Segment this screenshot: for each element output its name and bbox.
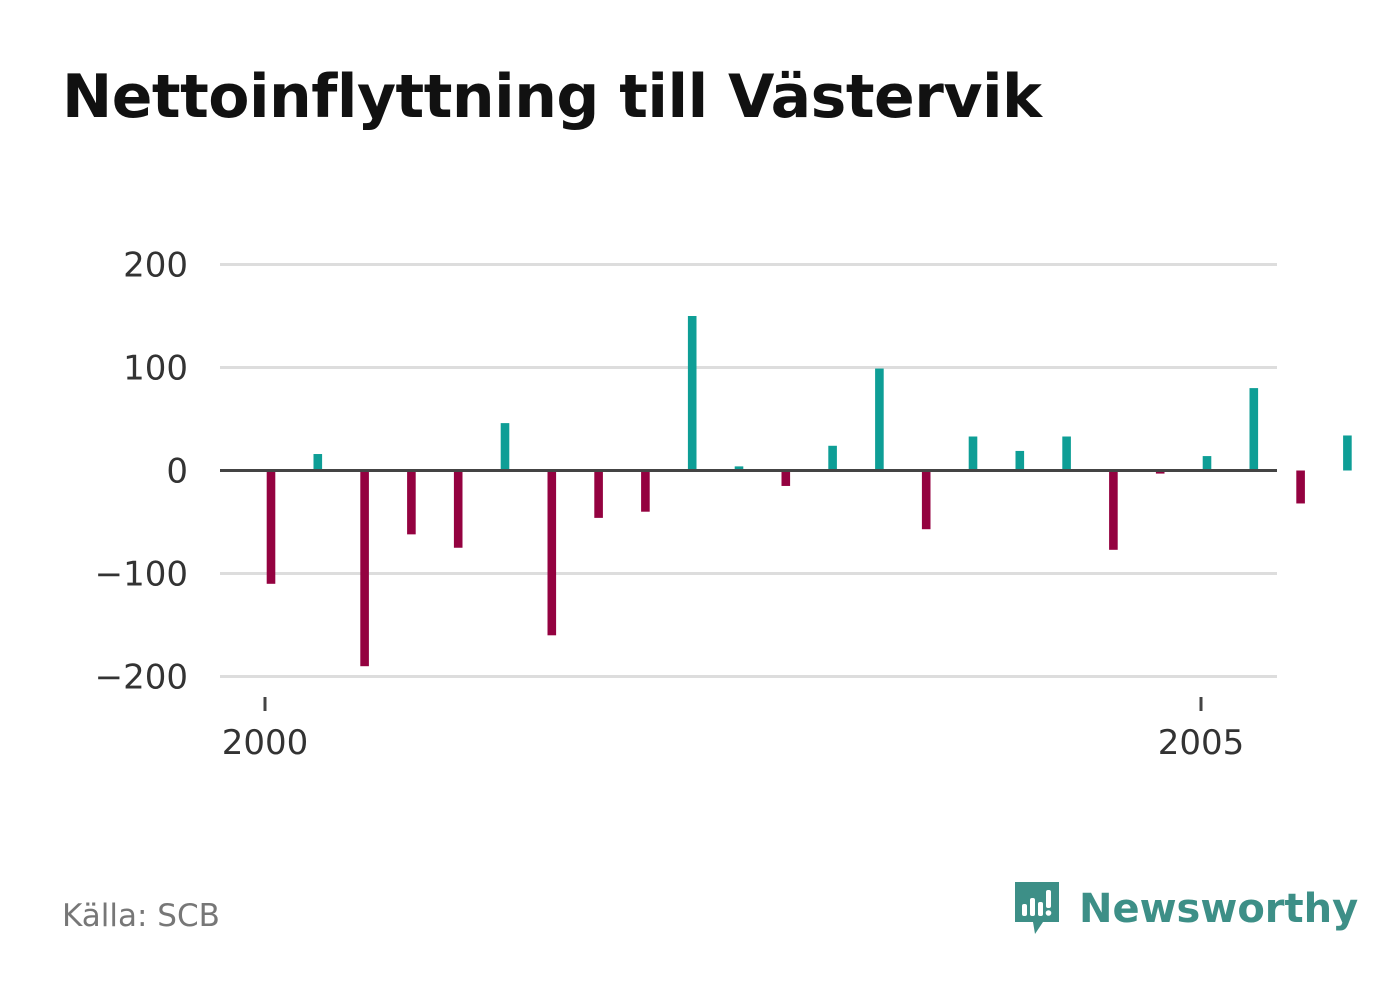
x-axis: 200020052010201520202025 (222, 697, 1245, 763)
bar (500, 423, 510, 471)
y-tick-label: 200 (123, 246, 188, 286)
bar (641, 470, 650, 512)
bar (1062, 436, 1071, 471)
bar (594, 470, 603, 518)
grid-lines (220, 263, 1277, 678)
y-axis: 200 100 0 −100 −200 (95, 246, 188, 698)
source-note: Källa: SCB (62, 898, 220, 934)
bar (687, 316, 697, 471)
bar (1249, 388, 1259, 471)
brand-name: Newsworthy (1079, 886, 1359, 932)
y-tick-label: −200 (95, 658, 188, 698)
bar (407, 470, 416, 535)
bar (781, 470, 791, 486)
bar (921, 470, 931, 530)
y-tick-label: −100 (95, 555, 188, 595)
bar (313, 454, 323, 471)
brand-logo[interactable]: Newsworthy (1011, 878, 1358, 940)
bar (1109, 470, 1118, 550)
bar (1343, 435, 1352, 471)
y-tick-label: 0 (166, 452, 188, 492)
bar (266, 470, 276, 584)
x-tick-label: 2000 (222, 723, 309, 763)
y-tick-label: 100 (123, 349, 188, 389)
bar (734, 466, 744, 471)
bar (828, 445, 837, 471)
bar (1015, 450, 1025, 471)
bars (266, 316, 1352, 667)
chart-title: Nettoinflyttning till Västervik (62, 62, 1042, 132)
newsworthy-logo-icon (1015, 882, 1059, 934)
bar (1296, 470, 1305, 504)
bar (1202, 456, 1212, 471)
x-tick-label: 2005 (1158, 723, 1245, 763)
bar (968, 436, 978, 471)
bar (1155, 470, 1165, 474)
bar (453, 470, 463, 548)
bar (875, 368, 884, 471)
bar (360, 470, 369, 667)
bar (547, 470, 557, 636)
